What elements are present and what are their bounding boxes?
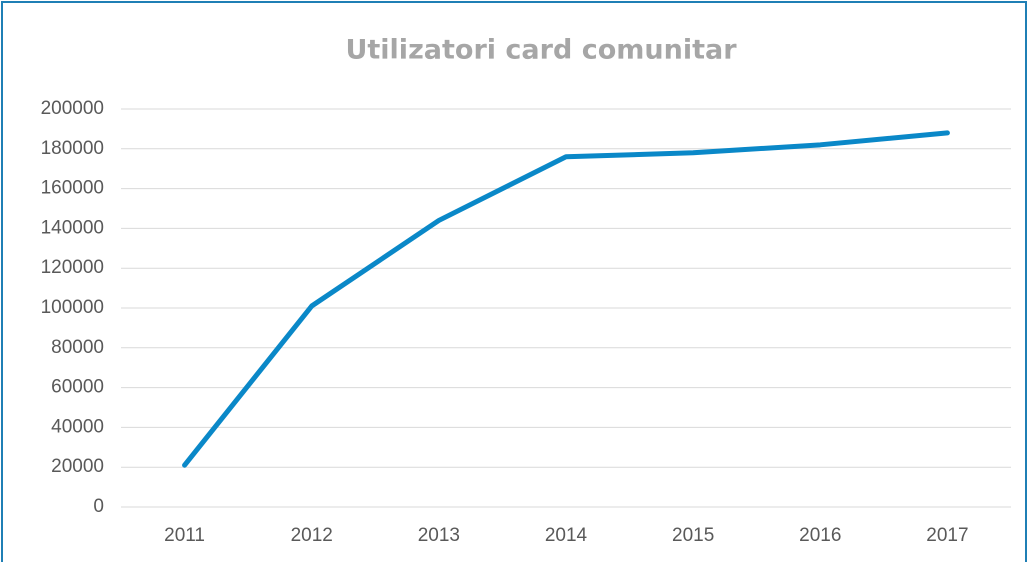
x-tick-label: 2017 [926,525,968,546]
y-tick-label: 140000 [41,217,104,238]
x-tick-label: 2011 [164,525,205,546]
y-tick-label: 40000 [51,416,104,437]
x-tick-label: 2016 [799,525,841,546]
x-tick-label: 2015 [672,525,714,546]
y-tick-label: 100000 [41,297,104,318]
y-tick-label: 20000 [51,456,104,477]
y-tick-label: 200000 [41,98,104,119]
y-tick-label: 160000 [41,178,104,199]
y-tick-label: 60000 [51,377,104,398]
data-line [182,130,950,468]
chart-title: Utilizatori card comunitar [345,35,737,66]
y-tick-label: 80000 [51,337,104,358]
y-tick-label: 180000 [41,138,104,159]
y-tick-label: 0 [93,496,104,517]
x-tick-label: 2013 [418,525,460,546]
x-tick-label: 2014 [545,525,588,546]
x-tick-label: 2012 [291,525,333,546]
y-tick-label: 120000 [41,257,104,278]
